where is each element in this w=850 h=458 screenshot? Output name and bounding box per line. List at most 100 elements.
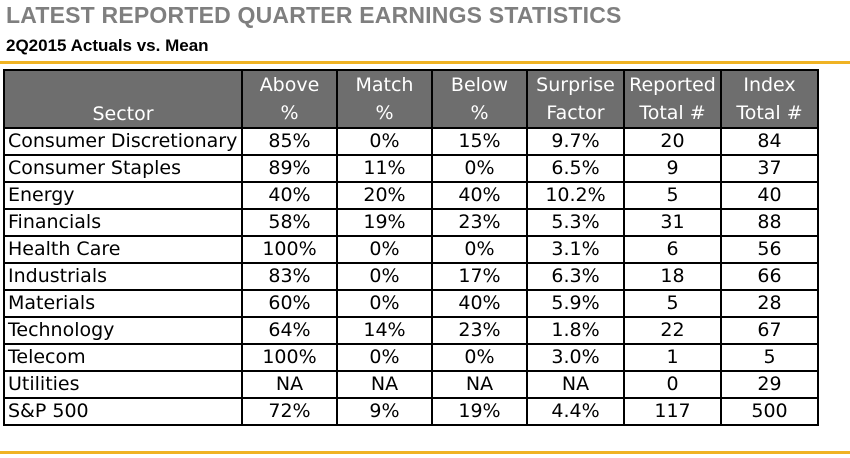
cell-match-pct: 9% (336, 397, 433, 426)
cell-reported-total: 20 (623, 127, 722, 156)
cell-index-total: 67 (720, 316, 819, 345)
cell-surprise-factor: 4.4% (526, 397, 625, 426)
header-match-line1: Match (355, 74, 414, 96)
cell-index-total: 5 (720, 343, 819, 372)
cell-above-pct: 40% (241, 181, 338, 210)
cell-above-pct: 64% (241, 316, 338, 345)
cell-below-pct: 17% (431, 262, 528, 291)
table-row: Technology 64% 14% 23% 1.8% 22 67 (3, 316, 819, 345)
cell-sector: Materials (3, 289, 243, 318)
header-below-line2: % (470, 102, 489, 124)
cell-below-pct: 40% (431, 181, 528, 210)
cell-match-pct: 0% (336, 262, 433, 291)
header-reported: Reported Total # (623, 69, 722, 129)
header-match-line2: % (375, 102, 394, 124)
cell-index-total: 29 (720, 370, 819, 399)
cell-reported-total: 1 (623, 343, 722, 372)
cell-sector: Financials (3, 208, 243, 237)
cell-index-total: 28 (720, 289, 819, 318)
table-body: Consumer Discretionary 85% 0% 15% 9.7% 20 84 Co… (3, 127, 819, 426)
header-sector-line2: Sector (92, 103, 154, 125)
cell-above-pct: 60% (241, 289, 338, 318)
cell-sector: Health Care (3, 235, 243, 264)
cell-surprise-factor: 9.7% (526, 127, 625, 156)
header-surprise-line2: Factor (546, 102, 605, 124)
header-index-line1: Index (743, 74, 796, 96)
cell-index-total: 88 (720, 208, 819, 237)
cell-surprise-factor: 6.3% (526, 262, 625, 291)
header-below-line1: Below (450, 74, 509, 96)
header-above: Above % (241, 69, 338, 129)
cell-sector: S&P 500 (3, 397, 243, 426)
cell-reported-total: 5 (623, 181, 722, 210)
cell-below-pct: 19% (431, 397, 528, 426)
cell-below-pct: 40% (431, 289, 528, 318)
header-above-line2: % (280, 102, 299, 124)
cell-index-total: 40 (720, 181, 819, 210)
table-row: Consumer Staples 89% 11% 0% 6.5% 9 37 (3, 154, 819, 183)
cell-match-pct: 0% (336, 127, 433, 156)
cell-above-pct: 89% (241, 154, 338, 183)
page-subtitle: 2Q2015 Actuals vs. Mean (6, 36, 209, 55)
cell-sector: Consumer Discretionary (3, 127, 243, 156)
header-above-line1: Above (259, 74, 320, 96)
earnings-table: Sector Above % Match % Below % Surprise … (3, 69, 819, 426)
cell-index-total: 37 (720, 154, 819, 183)
header-match: Match % (336, 69, 433, 129)
cell-below-pct: NA (431, 370, 528, 399)
cell-above-pct: 100% (241, 343, 338, 372)
cell-sector: Industrials (3, 262, 243, 291)
cell-match-pct: 0% (336, 343, 433, 372)
cell-surprise-factor: 3.1% (526, 235, 625, 264)
header-sector: Sector (3, 69, 243, 129)
cell-surprise-factor: 10.2% (526, 181, 625, 210)
cell-reported-total: 22 (623, 316, 722, 345)
cell-above-pct: NA (241, 370, 338, 399)
cell-reported-total: 0 (623, 370, 722, 399)
cell-above-pct: 83% (241, 262, 338, 291)
cell-index-total: 84 (720, 127, 819, 156)
cell-surprise-factor: 6.5% (526, 154, 625, 183)
table-row: Telecom 100% 0% 0% 3.0% 1 5 (3, 343, 819, 372)
header-surprise: Surprise Factor (526, 69, 625, 129)
cell-sector: Utilities (3, 370, 243, 399)
header-index-line2: Total # (736, 102, 803, 124)
header-index: Index Total # (720, 69, 819, 129)
cell-sector: Energy (3, 181, 243, 210)
table-row: Industrials 83% 0% 17% 6.3% 18 66 (3, 262, 819, 291)
table-row: Health Care 100% 0% 0% 3.1% 6 56 (3, 235, 819, 264)
cell-surprise-factor: NA (526, 370, 625, 399)
table-row: Energy 40% 20% 40% 10.2% 5 40 (3, 181, 819, 210)
bottom-accent-rule (0, 451, 850, 454)
table-row: Utilities NA NA NA NA 0 29 (3, 370, 819, 399)
cell-surprise-factor: 3.0% (526, 343, 625, 372)
cell-surprise-factor: 5.3% (526, 208, 625, 237)
top-accent-rule (0, 61, 850, 64)
cell-reported-total: 6 (623, 235, 722, 264)
cell-reported-total: 5 (623, 289, 722, 318)
cell-index-total: 56 (720, 235, 819, 264)
table-row: S&P 500 72% 9% 19% 4.4% 117 500 (3, 397, 819, 426)
cell-below-pct: 0% (431, 154, 528, 183)
cell-surprise-factor: 1.8% (526, 316, 625, 345)
cell-match-pct: NA (336, 370, 433, 399)
cell-surprise-factor: 5.9% (526, 289, 625, 318)
cell-reported-total: 18 (623, 262, 722, 291)
page-title: LATEST REPORTED QUARTER EARNINGS STATIST… (6, 2, 622, 28)
cell-above-pct: 58% (241, 208, 338, 237)
cell-reported-total: 31 (623, 208, 722, 237)
table-row: Materials 60% 0% 40% 5.9% 5 28 (3, 289, 819, 318)
cell-index-total: 500 (720, 397, 819, 426)
cell-sector: Telecom (3, 343, 243, 372)
cell-above-pct: 85% (241, 127, 338, 156)
cell-match-pct: 0% (336, 289, 433, 318)
table-header-row: Sector Above % Match % Below % Surprise … (3, 69, 819, 129)
cell-match-pct: 0% (336, 235, 433, 264)
cell-sector: Consumer Staples (3, 154, 243, 183)
cell-match-pct: 14% (336, 316, 433, 345)
cell-below-pct: 15% (431, 127, 528, 156)
cell-reported-total: 9 (623, 154, 722, 183)
cell-below-pct: 0% (431, 235, 528, 264)
header-surprise-line1: Surprise (536, 74, 615, 96)
cell-below-pct: 0% (431, 343, 528, 372)
